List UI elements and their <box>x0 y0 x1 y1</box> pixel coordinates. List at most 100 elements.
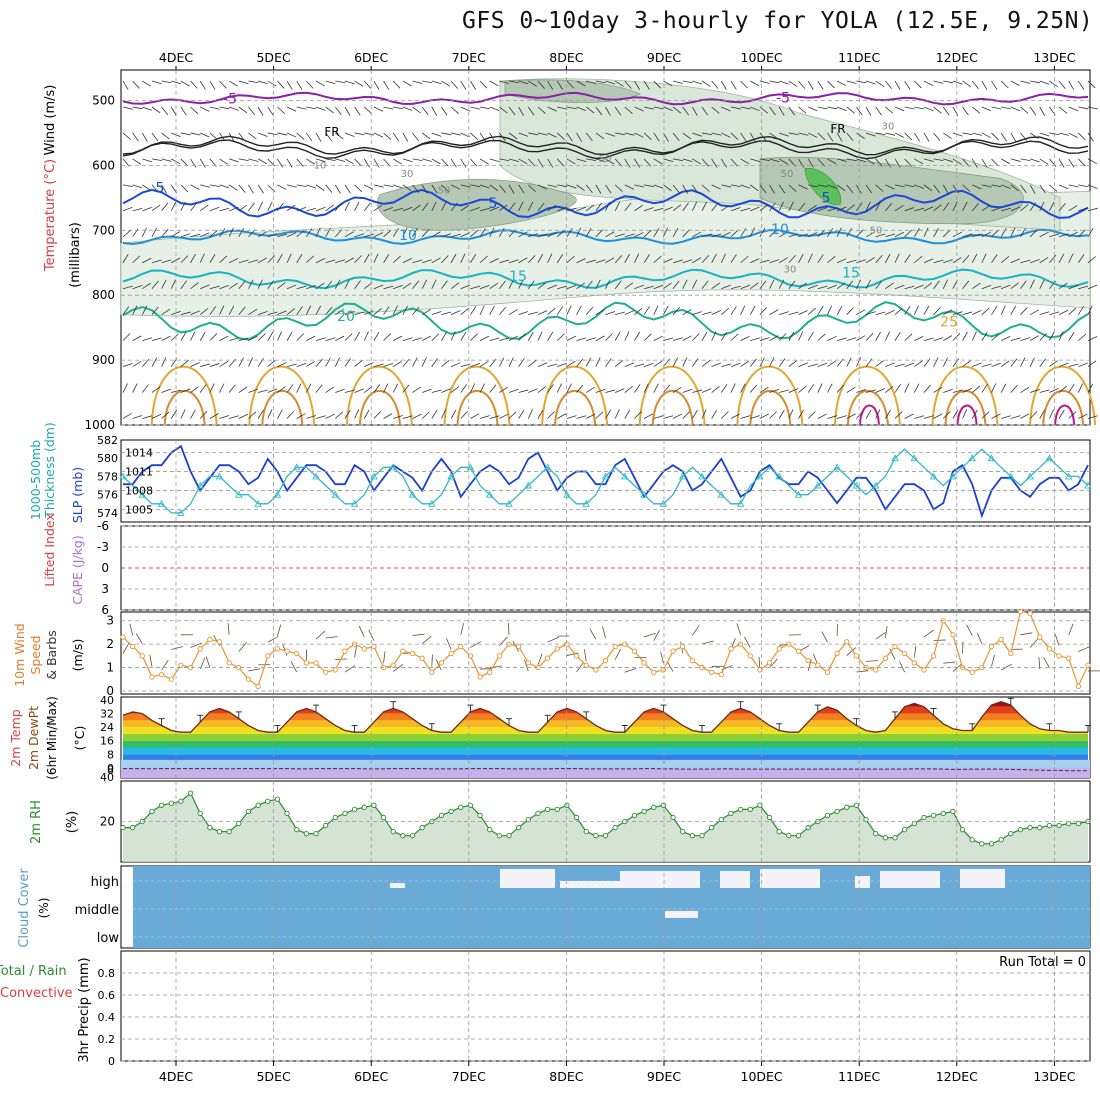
wind-barb <box>1029 158 1040 163</box>
wind-barb-10m <box>470 641 482 648</box>
wind-barb <box>238 280 246 289</box>
wind-barb-10m <box>846 647 856 656</box>
label-precip-units: 3hr Precip (mm) <box>77 957 92 1062</box>
wind-barb <box>721 106 731 112</box>
wind-barb <box>122 413 132 419</box>
wind-barb <box>170 106 177 116</box>
wind-barb <box>479 255 488 264</box>
wind-barb <box>605 158 615 165</box>
wind-barb <box>894 411 903 419</box>
temp-tick-label: 16 <box>100 735 114 748</box>
wind-barb <box>778 333 787 341</box>
label-cloud: Cloud Cover <box>17 868 32 948</box>
wind-barb <box>547 363 558 367</box>
wind-barb <box>875 254 883 264</box>
wind-barb <box>383 229 392 238</box>
wind-barb <box>528 388 538 393</box>
wind-barb <box>219 228 226 238</box>
wind-barb <box>460 307 469 315</box>
wind-barb <box>209 230 218 238</box>
wind-barb <box>981 184 992 188</box>
wind-barb <box>971 385 981 393</box>
wind-speed-marker <box>1037 634 1043 640</box>
wind-barb <box>141 132 148 142</box>
wind-barb <box>1020 413 1030 419</box>
wind-barb <box>865 201 871 212</box>
wind-barb <box>817 413 827 419</box>
cloud-gap <box>760 869 820 888</box>
wind-barb <box>759 204 769 212</box>
wind-barb <box>750 184 759 192</box>
wind-barb <box>1010 80 1020 86</box>
wind-barb <box>229 415 239 419</box>
wind-barb <box>1058 184 1069 190</box>
wind-barb <box>335 259 345 264</box>
wind-barb <box>142 158 152 163</box>
wind-barb <box>817 306 824 315</box>
wind-barb <box>933 307 941 315</box>
wind-barb <box>460 158 467 168</box>
wind-speed-marker <box>255 683 261 689</box>
rh-marker <box>187 790 194 796</box>
wind-barb <box>199 331 206 341</box>
wind-barb <box>508 335 519 341</box>
slp-tick-label: 1005 <box>125 503 153 516</box>
wind-barb <box>267 80 277 87</box>
wind-barb <box>219 361 229 367</box>
wind-barb <box>1068 205 1078 212</box>
rh-marker <box>255 802 261 808</box>
wind-barb <box>942 184 949 194</box>
wind-barb <box>585 227 592 237</box>
wind-barb <box>643 333 652 341</box>
temp-contour-35 <box>956 404 978 426</box>
wind-barb <box>1087 184 1098 189</box>
wind-speed-marker <box>419 655 425 661</box>
wind-barb <box>122 132 131 140</box>
thickness-marker <box>814 481 822 489</box>
wind-barb <box>392 132 400 142</box>
wind-barb <box>1001 415 1011 419</box>
wind-barb <box>653 284 664 290</box>
wind-barb <box>778 279 785 289</box>
wind-barb <box>769 279 775 289</box>
wind-barb <box>875 201 881 212</box>
rh-marker <box>844 804 850 810</box>
wind-barb <box>142 80 152 87</box>
wind-barb <box>257 231 267 238</box>
wind-barb <box>981 284 992 290</box>
wind-barb <box>470 285 481 290</box>
wind-barb <box>277 132 288 136</box>
wind-barb <box>672 337 683 342</box>
label-temp-b: 2m DewPt <box>26 706 41 770</box>
wind-barb <box>624 386 633 393</box>
wind-barb <box>846 337 857 342</box>
wind-barb <box>846 357 852 367</box>
wind-barb <box>325 158 336 162</box>
wind-barb <box>161 229 169 238</box>
wind-barb <box>219 285 230 290</box>
wind-barb <box>508 184 515 194</box>
wind-barb-10m <box>933 639 946 642</box>
wind-barb <box>1029 335 1039 341</box>
wind-barb <box>537 202 545 212</box>
wind-barb <box>200 184 211 188</box>
wind-barb <box>730 132 739 141</box>
wind-barb <box>306 255 314 264</box>
wind-barb <box>740 305 746 315</box>
wind-barb <box>421 279 428 289</box>
wind-barb <box>566 184 577 189</box>
wind-speed-marker <box>593 667 599 673</box>
rh-marker <box>226 828 232 835</box>
wind-barb-10m <box>1029 638 1039 648</box>
wind-barb <box>537 310 548 316</box>
wind-barb <box>518 184 525 194</box>
wind-barb <box>634 80 640 90</box>
wind-barb <box>122 306 130 315</box>
wind-barb <box>383 285 394 290</box>
wind-speed-marker <box>226 660 232 666</box>
rh-marker <box>902 826 908 833</box>
wind-barb <box>913 383 920 393</box>
wind-barb <box>286 184 297 188</box>
wind-barb-10m <box>758 657 761 670</box>
wind-barb <box>1039 409 1046 419</box>
